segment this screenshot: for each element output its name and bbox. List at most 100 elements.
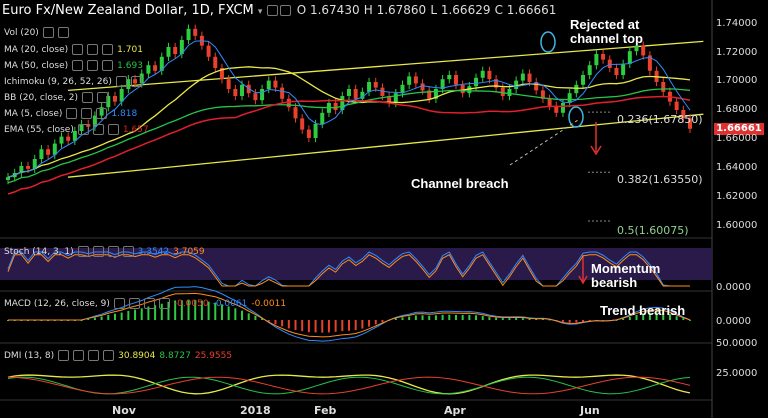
legend-stoch[interactable]: Stoch (14, 3, 1) 3.3542 3.7059 — [4, 246, 209, 257]
candle-body — [206, 45, 211, 57]
legend-dmi[interactable]: DMI (13, 8) 30.8904 8.8727 25.9555 — [4, 350, 236, 361]
legend-ma5-label: MA (5, close) — [4, 109, 63, 119]
settings-icon[interactable] — [81, 108, 93, 119]
macd-histogram-bar — [220, 304, 223, 320]
eye-icon[interactable] — [42, 27, 54, 38]
candle-body — [173, 47, 178, 54]
macd-label: MACD (12, 26, close, 9) — [4, 299, 110, 309]
eye-icon[interactable] — [113, 298, 125, 309]
settings-icon[interactable] — [57, 27, 69, 38]
fib-label-236: 0.236(1.67850) — [617, 113, 703, 126]
candle-body — [306, 129, 311, 138]
legend-ema-label: EMA (55, close) — [4, 125, 74, 135]
candle-body — [39, 149, 44, 159]
candle-body — [460, 84, 465, 94]
ohlc-high: H 1.67860 — [363, 3, 427, 17]
macd-histogram-bar — [207, 301, 210, 320]
macd-histogram-bar — [341, 320, 344, 332]
candle-body — [99, 107, 104, 116]
legend-ichimoku[interactable]: Ichimoku (9, 26, 52, 26) — [4, 76, 146, 87]
x-tick: 2018 — [240, 404, 271, 417]
macd-histogram-bar — [167, 301, 170, 320]
legend-ma50[interactable]: MA (50, close) 1.693 — [4, 60, 147, 71]
settings-icon[interactable] — [266, 5, 278, 16]
candle-body — [213, 56, 218, 68]
settings-icon[interactable] — [128, 298, 140, 309]
candle-body — [607, 59, 612, 68]
candle-body — [507, 89, 512, 96]
candle-body — [233, 89, 238, 96]
eye-icon[interactable] — [115, 76, 127, 87]
legend-ema[interactable]: EMA (55, close) 1.657 — [4, 124, 153, 135]
y-tick: 1.66000 — [716, 133, 758, 144]
candle-body — [447, 75, 452, 80]
settings-icon[interactable] — [97, 92, 109, 103]
macd-value-3: -0.0011 — [251, 299, 287, 309]
macd-histogram-bar — [668, 314, 671, 320]
close-icon[interactable] — [107, 246, 119, 257]
candle-body — [300, 118, 305, 130]
legend-bb[interactable]: BB (20, close, 2) — [4, 92, 112, 103]
candle-body — [467, 86, 472, 94]
macd-histogram-bar — [615, 319, 618, 321]
legend-vol[interactable]: Vol (20) — [4, 27, 73, 38]
settings-icon[interactable] — [92, 124, 104, 135]
candle-body — [520, 73, 525, 81]
more-icon[interactable] — [103, 350, 115, 361]
settings-icon[interactable] — [130, 76, 142, 87]
more-icon[interactable] — [122, 246, 134, 257]
legend-macd[interactable]: MACD (12, 26, close, 9) -0.0050 -0.0061 -0.… — [4, 298, 290, 309]
settings-icon[interactable] — [92, 246, 104, 257]
macd-histogram-bar — [582, 320, 585, 322]
close-icon[interactable] — [88, 350, 100, 361]
close-icon[interactable] — [102, 44, 114, 55]
settings-icon[interactable] — [87, 60, 99, 71]
more-icon[interactable] — [158, 298, 170, 309]
macd-histogram-bar — [488, 317, 491, 320]
legend-ma20[interactable]: MA (20, close) 1.701 — [4, 44, 147, 55]
eye-icon[interactable] — [66, 108, 78, 119]
candle-body — [226, 79, 231, 89]
macd-histogram-bar — [475, 315, 478, 320]
candle-body — [26, 166, 31, 169]
candle-body — [594, 54, 599, 66]
candle-body — [119, 89, 124, 102]
settings-icon[interactable] — [87, 44, 99, 55]
macd-histogram-bar — [234, 308, 237, 320]
close-icon[interactable] — [102, 60, 114, 71]
close-icon[interactable] — [107, 124, 119, 135]
candle-body — [133, 79, 138, 84]
dmi-value-3: 25.9555 — [194, 351, 233, 361]
macd-histogram-bar — [120, 312, 123, 320]
macd-histogram-bar — [448, 314, 451, 320]
candle-body — [360, 91, 365, 99]
candle-body — [393, 93, 398, 103]
macd-histogram-bar — [588, 320, 591, 321]
symbol-title[interactable]: Euro Fx/New Zealand Dollar, 1D, FXCM — [2, 3, 254, 18]
macd-histogram-bar — [401, 317, 404, 320]
candle-body — [587, 65, 592, 75]
dmi-value-1: 30.8904 — [118, 351, 156, 361]
macd-histogram-bar — [461, 315, 464, 320]
candle-body — [560, 103, 565, 113]
candle-body — [153, 65, 158, 71]
close-icon[interactable] — [96, 108, 108, 119]
candle-body — [574, 84, 579, 94]
macd-histogram-bar — [421, 315, 424, 320]
settings-icon[interactable] — [73, 350, 85, 361]
y-tick: 1.64000 — [716, 162, 758, 173]
legend-ma5[interactable]: MA (5, close) 1.818 — [4, 108, 141, 119]
eye-icon[interactable] — [72, 60, 84, 71]
close-icon[interactable] — [143, 298, 155, 309]
candle-body — [273, 80, 278, 88]
eye-icon[interactable] — [58, 350, 70, 361]
eye-icon[interactable] — [279, 5, 291, 16]
candle-body — [159, 56, 164, 71]
eye-icon[interactable] — [77, 246, 89, 257]
eye-icon[interactable] — [82, 92, 94, 103]
ohlc-low: L 1.66629 — [430, 3, 491, 17]
candle-body — [427, 90, 432, 99]
eye-icon[interactable] — [72, 44, 84, 55]
eye-icon[interactable] — [77, 124, 89, 135]
candle-body — [313, 124, 318, 138]
